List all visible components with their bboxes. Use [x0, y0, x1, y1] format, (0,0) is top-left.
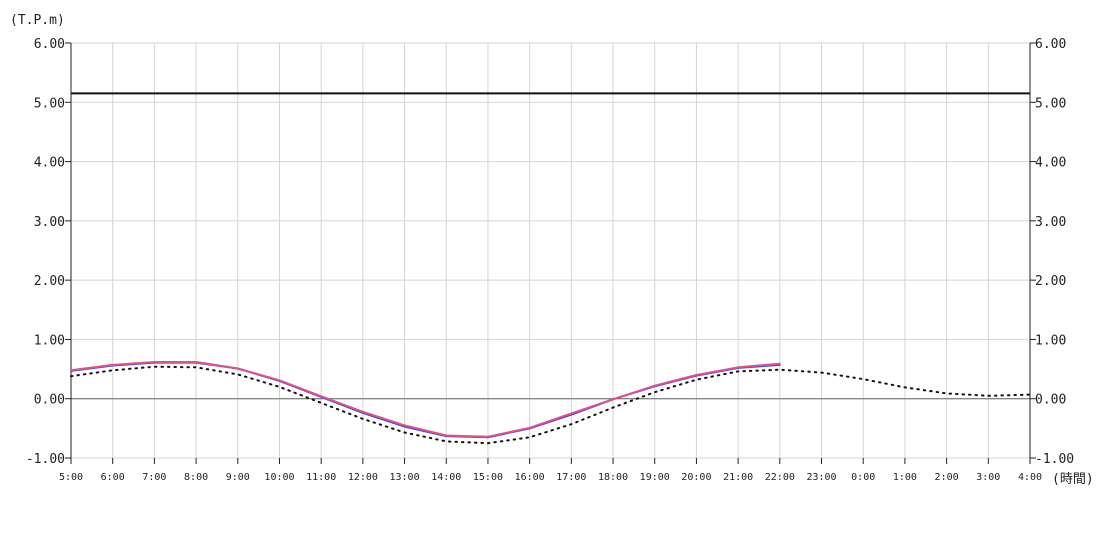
y-unit-label: (T.P.m)	[10, 13, 65, 28]
y-tick-label-left: 1.00	[34, 333, 65, 348]
tick-labels: 5:00 6:00 7:00 8:00 9:00 10:00 11:00 12:00 13:00…	[26, 37, 1074, 483]
x-tick-label: 4:00	[1018, 472, 1042, 483]
x-tick-label: 10:00	[264, 472, 294, 483]
x-tick-label: 16:00	[515, 472, 545, 483]
reference-lines	[71, 92, 1030, 400]
x-tick-label: 14:00	[431, 472, 461, 483]
y-tick-label-right: 2.00	[1035, 274, 1066, 289]
y-tick-label-left: 0.00	[34, 393, 65, 408]
x-tick-label: 22:00	[765, 472, 795, 483]
y-tick-label-right: 1.00	[1035, 333, 1066, 348]
y-tick-label-left: 4.00	[34, 156, 65, 171]
series-lines	[70, 361, 1031, 445]
y-tick-label-left: 3.00	[34, 215, 65, 230]
x-tick-label: 6:00	[101, 472, 125, 483]
x-tick-label: 2:00	[935, 472, 959, 483]
y-tick-label-left: -1.00	[26, 452, 65, 467]
x-tick-label: 15:00	[473, 472, 503, 483]
x-tick-label: 1:00	[893, 472, 917, 483]
x-tick-label: 12:00	[348, 472, 378, 483]
y-tick-label-right: 3.00	[1035, 215, 1066, 230]
x-tick-label: 18:00	[598, 472, 628, 483]
y-tick-label-right: 0.00	[1035, 393, 1066, 408]
y-tick-label-left: 6.00	[34, 37, 65, 52]
x-tick-label: 11:00	[306, 472, 336, 483]
x-tick-label: 9:00	[226, 472, 250, 483]
observed-tide-line-2	[70, 361, 781, 438]
x-tick-label: 20:00	[681, 472, 711, 483]
x-tick-label: 21:00	[723, 472, 753, 483]
x-tick-label: 5:00	[59, 472, 83, 483]
x-unit-label: (時間)	[1052, 472, 1094, 487]
x-tick-label: 8:00	[184, 472, 208, 483]
x-tick-label: 17:00	[556, 472, 586, 483]
y-tick-label-right: 5.00	[1035, 96, 1066, 111]
y-tick-label-left: 2.00	[34, 274, 65, 289]
plot-background	[71, 43, 1030, 458]
y-tick-label-right: -1.00	[1035, 452, 1074, 467]
y-tick-label-right: 4.00	[1035, 156, 1066, 171]
x-tick-label: 0:00	[851, 472, 875, 483]
y-tick-label-left: 5.00	[34, 96, 65, 111]
x-tick-label: 7:00	[142, 472, 166, 483]
y-tick-label-right: 6.00	[1035, 37, 1066, 52]
axes	[65, 42, 1036, 464]
x-tick-label: 23:00	[806, 472, 836, 483]
x-tick-label: 3:00	[976, 472, 1000, 483]
x-tick-label: 13:00	[390, 472, 420, 483]
x-tick-label: 19:00	[640, 472, 670, 483]
